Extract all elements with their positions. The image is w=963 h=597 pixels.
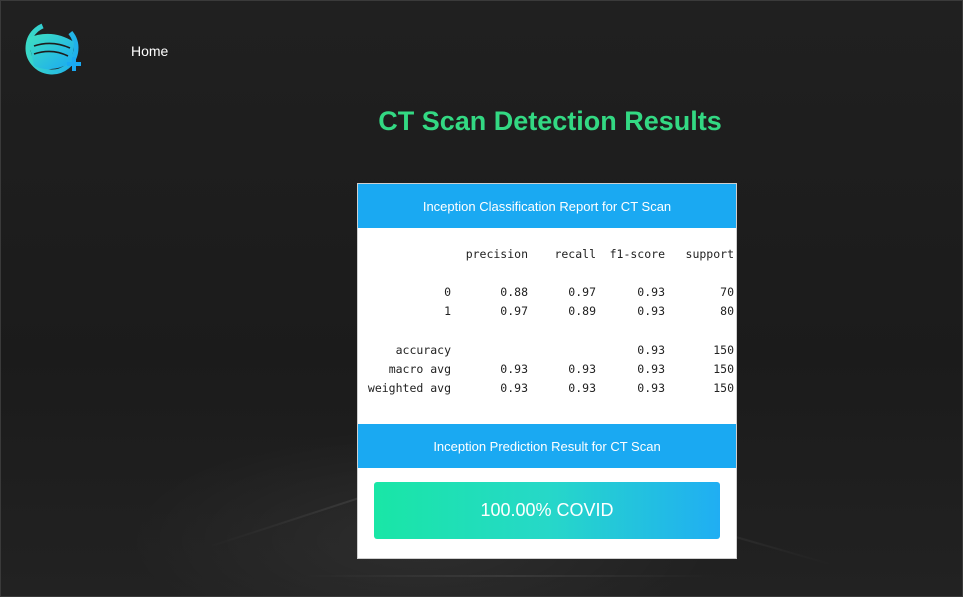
row-precision: 0.97 [500,304,528,318]
row-label: 0 [444,285,451,299]
row-f1-score: 0.93 [637,304,665,318]
prediction-result-container: 100.00% COVID [358,468,736,539]
row-recall: 0.97 [568,285,596,299]
row-f1-score: 0.93 [637,381,665,395]
column-header-precision: precision [465,247,528,261]
page-title: CT Scan Detection Results [378,106,722,136]
row-precision: 0.88 [500,285,528,299]
report-header-row: precision recall f1-score support [358,247,738,263]
report-row: weighted avg 0.93 0.93 0.93 150 [358,381,738,397]
row-precision: 0.93 [500,381,528,395]
row-f1-score: 0.93 [637,362,665,376]
row-support: 150 [713,362,734,376]
nav-home-link[interactable]: Home [131,43,169,59]
row-support: 80 [720,304,734,318]
prediction-header: Inception Prediction Result for CT Scan [358,424,736,468]
row-f1-score: 0.93 [637,343,665,357]
results-card: Inception Classification Report for CT S… [357,183,737,559]
report-row: macro avg 0.93 0.93 0.93 150 [358,362,738,378]
row-support: 70 [720,285,734,299]
logo-link[interactable] [18,18,86,80]
row-label: macro avg [388,362,451,376]
report-row: accuracy 0.93 150 [358,343,738,359]
row-label: 1 [444,304,451,318]
row-label: weighted avg [367,381,451,395]
report-row: 1 0.97 0.89 0.93 80 [358,304,738,320]
report-row: 0 0.88 0.97 0.93 70 [358,285,738,301]
column-header-support: support [685,247,734,261]
row-recall: 0.89 [568,304,596,318]
column-header-f1-score: f1-score [609,247,665,261]
face-mask-plus-icon [25,21,81,75]
column-header-recall: recall [554,247,596,261]
row-recall: 0.93 [568,362,596,376]
classification-report: precision recall f1-score support 0 0.88… [358,228,736,424]
row-f1-score: 0.93 [637,285,665,299]
report-header: Inception Classification Report for CT S… [358,184,736,228]
row-label: accuracy [395,343,451,357]
background-light-beam [300,575,720,577]
prediction-result-badge: 100.00% COVID [374,482,720,539]
row-recall: 0.93 [568,381,596,395]
row-support: 150 [713,381,734,395]
row-support: 150 [713,343,734,357]
row-precision: 0.93 [500,362,528,376]
